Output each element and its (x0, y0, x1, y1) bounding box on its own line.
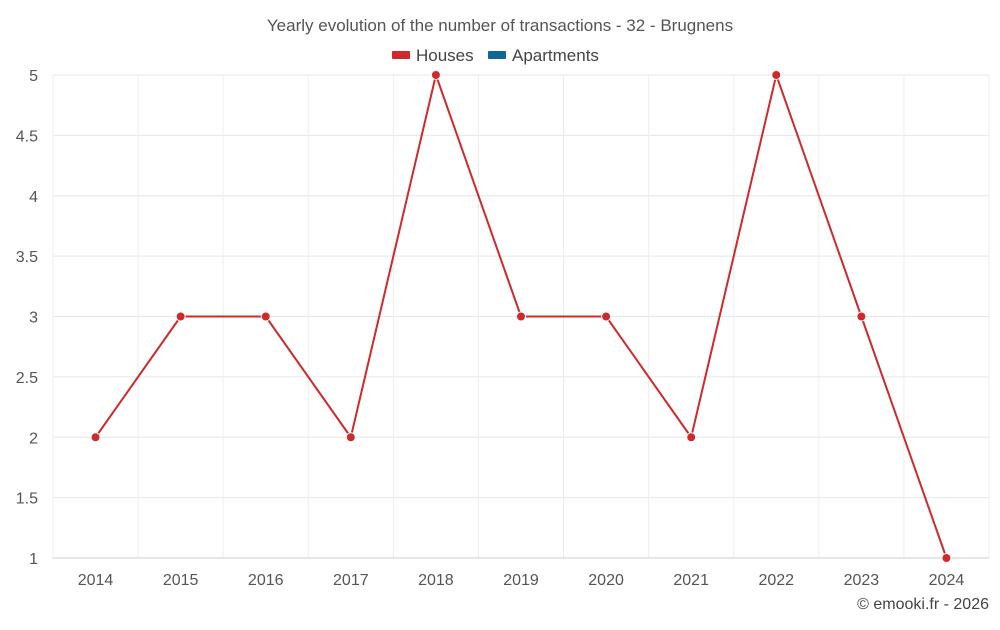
y-tick-label: 3 (29, 310, 38, 327)
y-tick-label: 2 (29, 430, 38, 447)
legend-label-apartments: Apartments (512, 46, 599, 65)
data-point-houses[interactable] (856, 311, 867, 322)
y-tick-label: 2.5 (16, 370, 38, 387)
x-tick-label: 2023 (844, 572, 880, 589)
y-tick-label: 3.5 (16, 249, 38, 266)
x-tick-label: 2015 (163, 572, 199, 589)
data-point-houses[interactable] (260, 311, 271, 322)
data-point-houses[interactable] (941, 553, 952, 563)
legend-item-houses[interactable]: Houses (392, 46, 474, 65)
x-tick-label: 2024 (929, 572, 965, 589)
data-point-houses[interactable] (430, 70, 441, 80)
data-point-houses[interactable] (601, 311, 612, 322)
legend: Houses Apartments (392, 46, 599, 65)
chart-title: Yearly evolution of the number of transa… (267, 16, 733, 35)
x-tick-label: 2021 (673, 572, 709, 589)
y-tick-label: 1 (29, 551, 38, 568)
x-tick-label: 2017 (333, 572, 369, 589)
data-point-houses[interactable] (345, 432, 356, 443)
x-tick-label: 2022 (758, 572, 794, 589)
y-tick-label: 5 (29, 68, 38, 85)
y-tick-label: 4 (29, 189, 38, 206)
data-point-houses[interactable] (686, 432, 697, 443)
y-tick-label: 4.5 (16, 128, 38, 145)
legend-swatch-apartments (488, 51, 506, 59)
x-tick-label: 2016 (248, 572, 284, 589)
data-point-houses[interactable] (90, 432, 101, 443)
legend-item-apartments[interactable]: Apartments (488, 46, 599, 65)
axes: 1 1.5 2 2.5 3 3.5 4 4.5 5 2014 2015 2016 2017 2018 201… (16, 68, 989, 589)
x-tick-label: 2019 (503, 572, 539, 589)
data-point-houses[interactable] (175, 311, 186, 322)
series-layer (90, 70, 952, 563)
legend-label-houses: Houses (416, 46, 474, 65)
x-tick-label: 2018 (418, 572, 454, 589)
credit-text: © emooki.fr - 2026 (857, 596, 989, 613)
data-point-houses[interactable] (771, 70, 782, 80)
legend-swatch-houses (392, 51, 410, 59)
y-tick-label: 1.5 (16, 491, 38, 508)
data-point-houses[interactable] (516, 311, 526, 322)
x-tick-label: 2014 (78, 572, 114, 589)
x-tick-label: 2020 (588, 572, 624, 589)
